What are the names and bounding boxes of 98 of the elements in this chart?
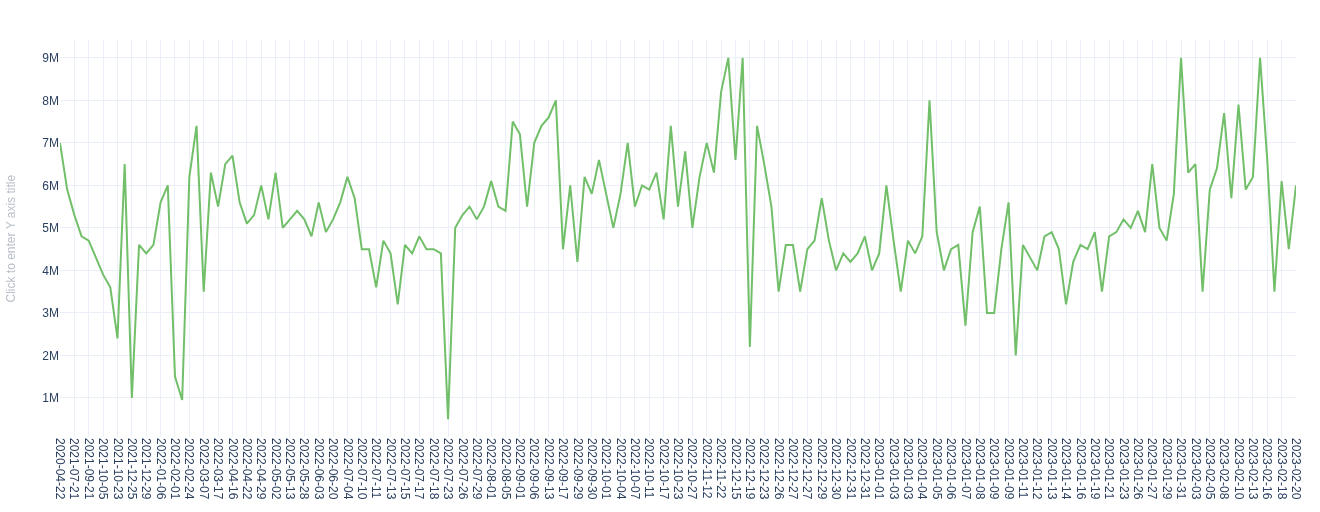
x-tick-label: 2021-07-21 [67,438,82,500]
x-tick-label: 2023-01-05 [929,438,944,500]
x-tick-label: 2022-11-22 [714,438,729,499]
line-series [60,56,1296,421]
x-tick-label: 2022-10-23 [671,438,686,500]
x-tick-label: 2022-12-30 [829,438,844,500]
x-tick-label: 2022-07-23 [441,438,456,500]
x-tick-label: 2022-03-07 [196,438,211,500]
y-tick-label: 1M [42,391,59,406]
x-tick-label: 2022-07-18 [426,438,441,500]
x-tick-label: 2023-01-13 [1044,438,1059,500]
x-tick-label: 2023-01-23 [1116,438,1131,500]
x-tick-label: 2023-01-14 [1059,438,1074,500]
x-tick-label: 2021-12-29 [139,438,154,500]
x-tick-label: 2022-06-03 [311,438,326,500]
x-tick-label: 2022-07-17 [412,438,427,500]
x-tick-label: 2022-12-27 [800,438,815,500]
x-tick-label: 2023-02-20 [1289,438,1304,500]
x-tick-label: 2023-02-18 [1274,438,1289,500]
x-tick-label: 2023-01-03 [901,438,916,500]
x-tick-label: 2022-10-01 [599,438,614,500]
x-tick-label: 2022-10-27 [685,438,700,500]
x-tick-label: 2022-09-30 [584,438,599,500]
x-tick-label: 2022-12-31 [857,438,872,500]
x-tick-label: 2023-02-08 [1217,438,1232,500]
x-tick-label: 2022-08-01 [484,438,499,500]
x-tick-label: 2023-01-31 [1174,438,1189,500]
x-tick-label: 2023-01-08 [972,438,987,500]
x-tick-label: 2023-01-06 [944,438,959,500]
x-tick-label: 2022-05-13 [283,438,298,500]
x-tick-label: 2023-01-26 [1131,438,1146,500]
x-tick-label: 2022-10-07 [627,438,642,500]
x-tick-label: 2022-06-20 [326,438,341,500]
x-tick-label: 2022-07-10 [354,438,369,500]
x-tick-label: 2022-10-04 [613,438,628,500]
x-tick-label: 2021-10-05 [96,438,111,500]
x-tick-label: 2022-07-29 [469,438,484,500]
y-tick-label: 7M [42,136,59,151]
x-tick-label: 2022-02-01 [168,438,183,500]
y-tick-label: 8M [42,93,59,108]
x-tick-label: 2022-03-17 [211,438,226,500]
x-tick-label: 2022-08-05 [498,438,513,500]
x-tick-label: 2023-01-07 [958,438,973,500]
x-tick-label: 2022-07-13 [383,438,398,500]
x-tick-label: 2022-02-24 [182,438,197,500]
x-tick-label: 2023-01-09 [987,438,1002,500]
x-tick-label: 2022-04-29 [254,438,269,500]
x-tick-label: 2023-01-21 [1102,438,1117,500]
x-tick-label: 2023-02-16 [1260,438,1275,500]
x-tick-label: 2022-10-17 [656,438,671,500]
y-tick-label: 2M [42,348,59,363]
x-tick-label: 2022-07-11 [369,438,384,499]
y-tick-label: 3M [42,306,59,321]
x-tick-label: 2023-02-05 [1202,438,1217,500]
x-tick-label: 2022-05-02 [268,438,283,500]
x-tick-label: 2022-09-06 [527,438,542,500]
x-tick-label: 2021-12-25 [124,438,139,500]
y-tick-label: 5M [42,221,59,236]
x-tick-label: 2021-09-21 [81,438,96,500]
x-tick-label: 2023-01-04 [915,438,930,500]
x-tick-label: 2023-02-13 [1245,438,1260,500]
x-tick-label: 2023-01-09 [1001,438,1016,500]
x-tick-label: 2022-04-16 [225,438,240,500]
x-tick-label: 2022-12-23 [757,438,772,500]
x-tick-label: 2022-09-13 [541,438,556,500]
x-tick-label: 2023-02-03 [1188,438,1203,500]
x-tick-label: 2022-05-28 [297,438,312,500]
y-tick-label: 9M [42,51,59,66]
x-tick-label: 2023-01-19 [1087,438,1102,500]
x-tick-label: 2022-09-29 [570,438,585,500]
x-tick-label: 2022-07-26 [455,438,470,500]
x-tick-label: 2022-09-17 [556,438,571,500]
x-tick-label: 2021-10-23 [110,438,125,500]
x-tick-label: 2020-04-22 [53,438,68,500]
x-tick-label: 2022-10-11 [642,438,657,499]
x-tick-label: 2023-01-03 [886,438,901,500]
x-tick-label: 2022-12-27 [786,438,801,500]
x-tick-label: 2023-01-16 [1073,438,1088,500]
x-tick-label: 2022-07-04 [340,438,355,500]
x-tick-label: 2022-11-12 [699,438,714,499]
x-tick-label: 2022-12-26 [771,438,786,500]
y-axis-title: Click to enter Y axis title [3,174,18,303]
x-tick-label: 2022-12-15 [728,438,743,500]
x-tick-label: 2022-12-31 [843,438,858,500]
x-tick-label: 2023-01-01 [872,438,887,500]
x-tick-label: 2022-07-15 [398,438,413,500]
x-tick-label: 2022-12-19 [742,438,757,500]
x-tick-label: 2022-04-22 [239,438,254,500]
x-tick-label: 2023-02-10 [1231,438,1246,500]
y-tick-label: 4M [42,263,59,278]
x-tick-label: 2022-12-29 [814,438,829,500]
x-tick-label: 2023-01-11 [1016,438,1031,499]
x-tick-label: 2022-09-01 [513,438,528,500]
x-tick-label: 2023-01-12 [1030,438,1045,500]
x-tick-label: 2022-01-06 [153,438,168,500]
y-tick-label: 6M [42,178,59,193]
x-tick-label: 2023-01-27 [1145,438,1160,500]
x-tick-label: 2023-01-29 [1159,438,1174,500]
